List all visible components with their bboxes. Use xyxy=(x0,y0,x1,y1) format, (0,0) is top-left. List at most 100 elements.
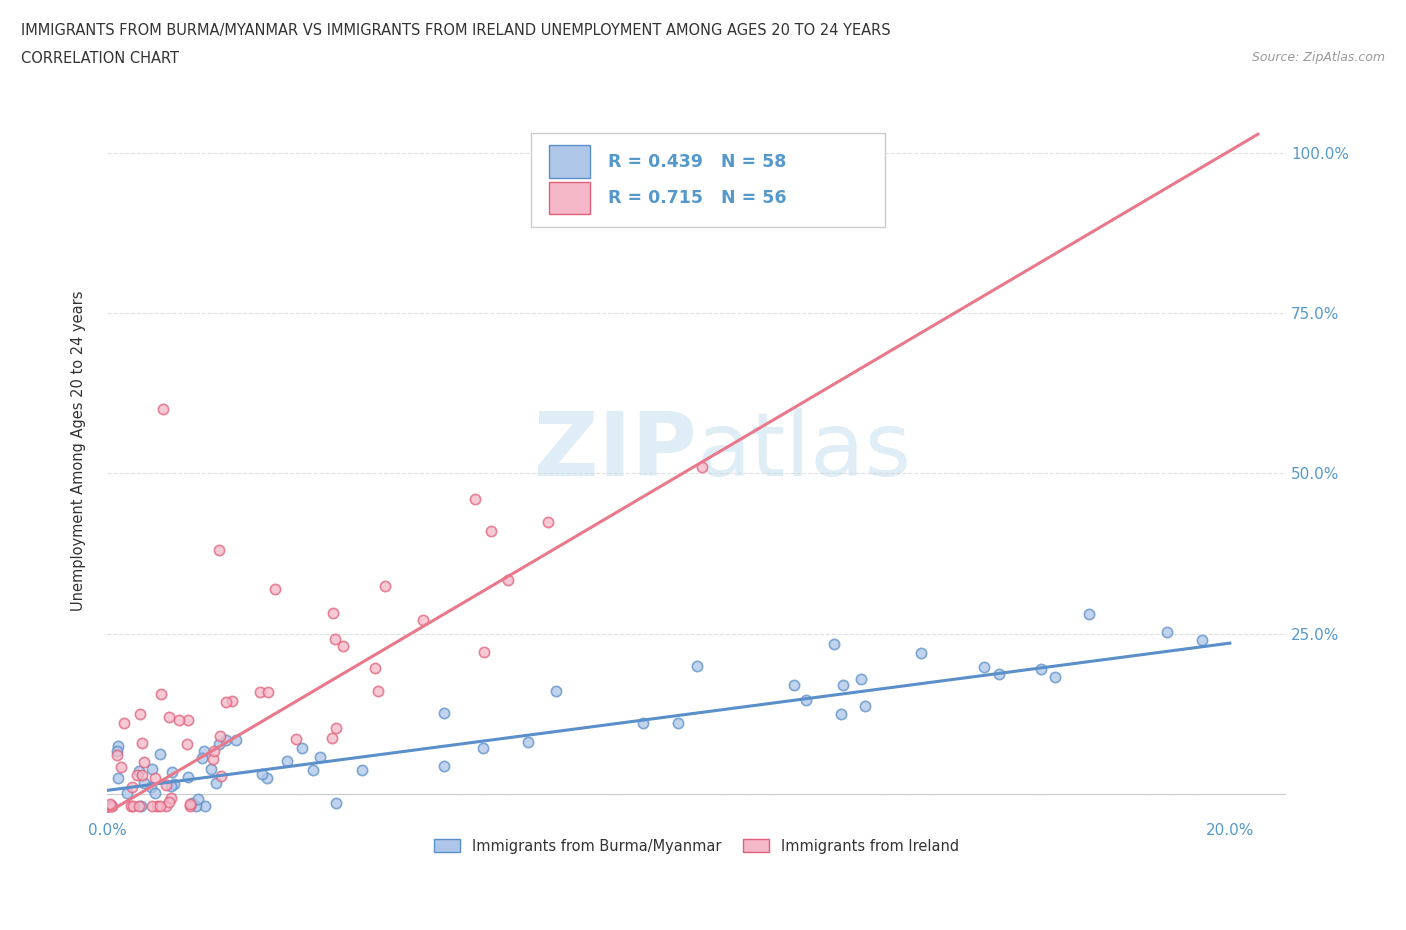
FancyBboxPatch shape xyxy=(550,145,591,178)
Point xyxy=(794,693,817,708)
Point xyxy=(149,747,172,762)
Point xyxy=(325,721,347,736)
Point xyxy=(830,706,852,721)
Text: atlas: atlas xyxy=(696,407,911,495)
Legend: Immigrants from Burma/Myanmar, Immigrants from Ireland: Immigrants from Burma/Myanmar, Immigrant… xyxy=(427,833,965,859)
Point xyxy=(131,768,153,783)
Point xyxy=(855,698,877,713)
Text: IMMIGRANTS FROM BURMA/MYANMAR VS IMMIGRANTS FROM IRELAND UNEMPLOYMENT AMONG AGES: IMMIGRANTS FROM BURMA/MYANMAR VS IMMIGRA… xyxy=(21,23,891,38)
Point xyxy=(1029,662,1052,677)
Point xyxy=(496,573,519,588)
Point xyxy=(325,796,347,811)
Point xyxy=(160,790,183,805)
Point xyxy=(112,716,135,731)
Point xyxy=(127,768,149,783)
Point xyxy=(301,763,323,777)
Point xyxy=(115,785,138,800)
Point xyxy=(464,492,486,507)
Point xyxy=(107,738,129,753)
Point xyxy=(187,791,209,806)
Point xyxy=(631,716,654,731)
Text: R = 0.439   N = 58: R = 0.439 N = 58 xyxy=(609,153,786,171)
Point xyxy=(179,799,201,814)
Text: ZIP: ZIP xyxy=(534,407,696,495)
Point xyxy=(155,777,177,792)
Point xyxy=(101,799,124,814)
Point xyxy=(129,799,152,814)
Point xyxy=(132,776,155,790)
Point xyxy=(256,770,278,785)
Point xyxy=(367,684,389,698)
Point xyxy=(184,799,207,814)
Point xyxy=(1191,632,1213,647)
Point xyxy=(215,695,238,710)
Point xyxy=(157,794,180,809)
Point xyxy=(160,779,183,794)
Point xyxy=(176,737,198,751)
Point xyxy=(177,712,200,727)
Point xyxy=(352,763,374,777)
Point xyxy=(666,716,689,731)
Text: R = 0.715   N = 56: R = 0.715 N = 56 xyxy=(609,189,786,206)
Point xyxy=(215,733,238,748)
Point xyxy=(121,799,143,814)
Point xyxy=(139,779,162,794)
Point xyxy=(131,736,153,751)
Point xyxy=(193,743,215,758)
Point xyxy=(692,459,714,474)
Point xyxy=(823,637,845,652)
FancyBboxPatch shape xyxy=(550,181,591,214)
Y-axis label: Unemployment Among Ages 20 to 24 years: Unemployment Among Ages 20 to 24 years xyxy=(72,291,86,611)
Point xyxy=(191,751,214,765)
Point xyxy=(179,796,201,811)
Point xyxy=(910,645,932,660)
Point xyxy=(321,730,343,745)
Point xyxy=(221,694,243,709)
Point xyxy=(374,578,396,593)
Point xyxy=(169,712,191,727)
Point xyxy=(208,543,231,558)
Point xyxy=(110,760,132,775)
Point xyxy=(163,777,186,791)
Point xyxy=(209,768,232,783)
Point xyxy=(149,799,172,814)
Point xyxy=(204,776,226,790)
Point xyxy=(128,764,150,779)
Point xyxy=(105,744,128,759)
Point xyxy=(322,605,344,620)
Point xyxy=(208,728,231,743)
Point xyxy=(783,678,806,693)
Point xyxy=(128,799,150,814)
Point xyxy=(308,750,330,764)
Point xyxy=(162,765,184,780)
Point xyxy=(249,684,271,699)
Point xyxy=(433,705,456,720)
Point xyxy=(252,767,274,782)
Text: Source: ZipAtlas.com: Source: ZipAtlas.com xyxy=(1251,51,1385,64)
Point xyxy=(412,613,434,628)
Point xyxy=(201,751,224,766)
Point xyxy=(685,658,707,673)
Point xyxy=(537,514,560,529)
Point xyxy=(121,779,143,794)
Point xyxy=(145,799,167,814)
Point xyxy=(200,762,222,777)
Point xyxy=(105,747,128,762)
Point xyxy=(194,799,217,814)
Point xyxy=(155,799,177,814)
Text: CORRELATION CHART: CORRELATION CHART xyxy=(21,51,179,66)
Point xyxy=(1156,625,1178,640)
Point xyxy=(143,785,166,800)
Point xyxy=(284,732,307,747)
Point xyxy=(143,771,166,786)
Point xyxy=(472,644,495,659)
Point xyxy=(120,799,142,814)
Point xyxy=(157,710,180,724)
Point xyxy=(208,736,231,751)
Point xyxy=(291,741,314,756)
Point xyxy=(107,770,129,785)
Point xyxy=(546,684,568,698)
Point xyxy=(433,759,456,774)
Point xyxy=(471,740,494,755)
Point xyxy=(129,707,152,722)
